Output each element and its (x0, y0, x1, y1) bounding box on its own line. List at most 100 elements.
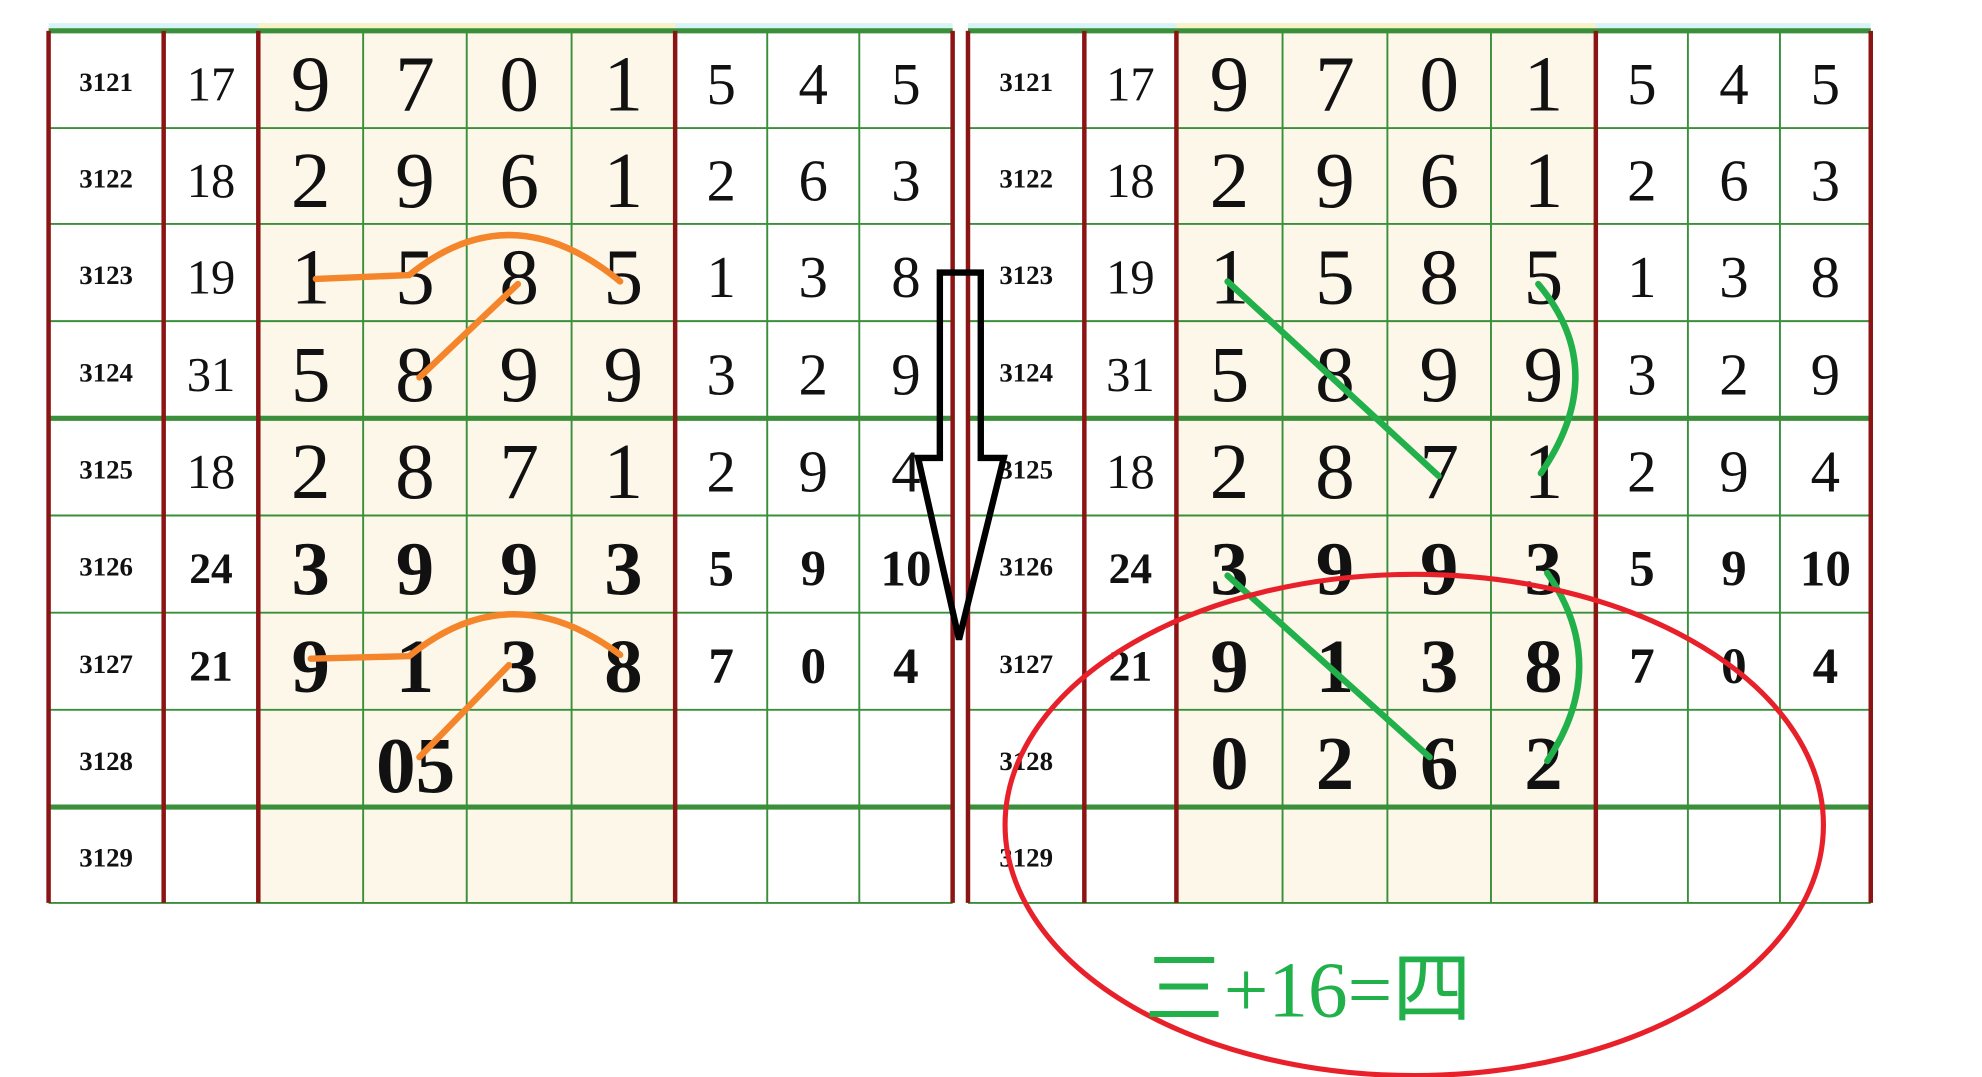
issue-number: 3126 (79, 552, 133, 582)
extra-cell: 2 (1627, 149, 1656, 214)
orange-trend-line (307, 611, 624, 662)
digit-cell: 3 (292, 527, 330, 612)
sum-value: 18 (187, 445, 236, 499)
digit-cell: 1 (604, 41, 644, 129)
extra-cell: 0 (800, 638, 826, 695)
sum-value: 18 (1106, 445, 1155, 499)
digit-cell: 9 (1210, 41, 1250, 129)
extra-cell: 2 (1719, 342, 1748, 407)
digit-cell: 6 (1419, 137, 1459, 225)
issue-number: 3129 (79, 843, 133, 873)
issue-number: 3124 (79, 357, 133, 387)
digit-cell: 5 (1315, 234, 1355, 322)
digit-cell: 9 (499, 331, 539, 419)
digit-cell: 8 (395, 331, 435, 419)
extra-cell: 3 (799, 245, 828, 310)
issue-number: 3121 (79, 67, 133, 97)
extra-cell: 3 (706, 342, 735, 407)
extra-cell: 4 (891, 440, 920, 505)
extra-cell: 8 (891, 245, 920, 310)
digit-cell: 8 (395, 428, 435, 516)
digit-cell: 8 (1315, 331, 1355, 419)
digit-cell: 9 (291, 41, 331, 129)
sum-value: 21 (189, 642, 232, 690)
issue-number: 3127 (79, 649, 133, 679)
down-arrow-icon (914, 269, 1008, 641)
digit-cell: 3 (1420, 624, 1458, 709)
extra-cell: 8 (1811, 245, 1840, 310)
digit-cell: 1 (604, 428, 644, 516)
table-header (258, 23, 676, 31)
digit-cell: 7 (499, 428, 539, 516)
table-header (1176, 23, 1596, 31)
digit-cell: 1 (1316, 624, 1354, 709)
sum-value: 21 (1109, 642, 1152, 690)
extra-cell: 4 (1811, 440, 1840, 505)
issue-number: 3128 (79, 746, 133, 776)
extra-cell: 2 (1627, 440, 1656, 505)
table-row: 3123 19 1 5 8 5 1 3 8 (79, 234, 920, 322)
table-row: 3126 24 3 9 9 3 5 9 10 (999, 527, 1851, 612)
digit-cell: 1 (604, 137, 644, 225)
sum-value: 24 (189, 545, 232, 593)
green-trend-line (1544, 569, 1583, 765)
extra-cell: 9 (891, 342, 920, 407)
digit-cell: 2 (291, 137, 331, 225)
extra-cell: 9 (1719, 440, 1748, 505)
sum-value: 17 (1106, 58, 1155, 112)
extra-cell: 1 (706, 245, 735, 310)
table-row: 3123 19 1 5 8 5 1 3 8 (999, 234, 1840, 322)
table-row: 3121 17 9 7 0 1 5 4 5 (999, 41, 1840, 129)
extra-cell: 5 (891, 52, 920, 117)
extra-cell: 9 (800, 541, 826, 598)
digit-cell: 5 (604, 234, 644, 322)
table-row: 3127 21 9 1 3 8 7 0 4 (999, 624, 1838, 709)
issue-number: 3125 (999, 454, 1053, 484)
digit-cell: 2 (1524, 721, 1562, 806)
digit-cell: 5 (291, 331, 331, 419)
extra-cell: 9 (1721, 541, 1747, 598)
table-row: 3122 18 2 9 6 1 2 6 3 (999, 137, 1840, 225)
extra-cell: 2 (706, 149, 735, 214)
extra-cell: 5 (1629, 541, 1655, 598)
digit-cell: 7 (1315, 41, 1355, 129)
extra-cell: 4 (893, 638, 919, 695)
digit-cell: 9 (1420, 527, 1458, 612)
digit-cell: 9 (396, 527, 434, 612)
digit-cell: 9 (1315, 137, 1355, 225)
digit-cell: 2 (1210, 428, 1250, 516)
sum-value: 31 (187, 348, 236, 402)
extra-cell: 5 (706, 52, 735, 117)
digit-cell: 9 (604, 331, 644, 419)
digit-cell: 9 (500, 527, 538, 612)
extra-cell: 6 (799, 149, 828, 214)
issue-number: 3123 (999, 260, 1053, 290)
extra-cell: 2 (799, 342, 828, 407)
issue-number: 3122 (79, 164, 133, 194)
digit-cell: 7 (1419, 428, 1459, 516)
digit-cell: 1 (1524, 41, 1564, 129)
digit-cell: 0 (1419, 41, 1459, 129)
digit-cell: 5 (1210, 331, 1250, 419)
green-trend-line (1224, 572, 1433, 761)
digit-cell: 8 (604, 624, 642, 709)
digit-cell: 8 (499, 234, 539, 322)
table-row: 3126 24 3 9 9 3 5 9 10 (79, 527, 931, 612)
digit-cell: 9 (292, 624, 330, 709)
extra-cell: 10 (880, 541, 931, 598)
digit-cell: 1 (1524, 137, 1564, 225)
extra-cell: 3 (1719, 245, 1748, 310)
table-row: 3125 18 2 8 7 1 2 9 4 (79, 428, 920, 516)
extra-cell: 5 (1811, 52, 1840, 117)
table-row: 3128 (79, 746, 133, 776)
table-row: 3129 (79, 843, 133, 873)
extra-cell: 9 (799, 440, 828, 505)
extra-cell: 3 (1627, 342, 1656, 407)
digit-cell: 0 (1210, 721, 1248, 806)
extra-cell: 1 (1627, 245, 1656, 310)
digit-cell: 9 (1524, 331, 1564, 419)
extra-cell: 5 (1627, 52, 1656, 117)
issue-number: 3127 (999, 649, 1053, 679)
